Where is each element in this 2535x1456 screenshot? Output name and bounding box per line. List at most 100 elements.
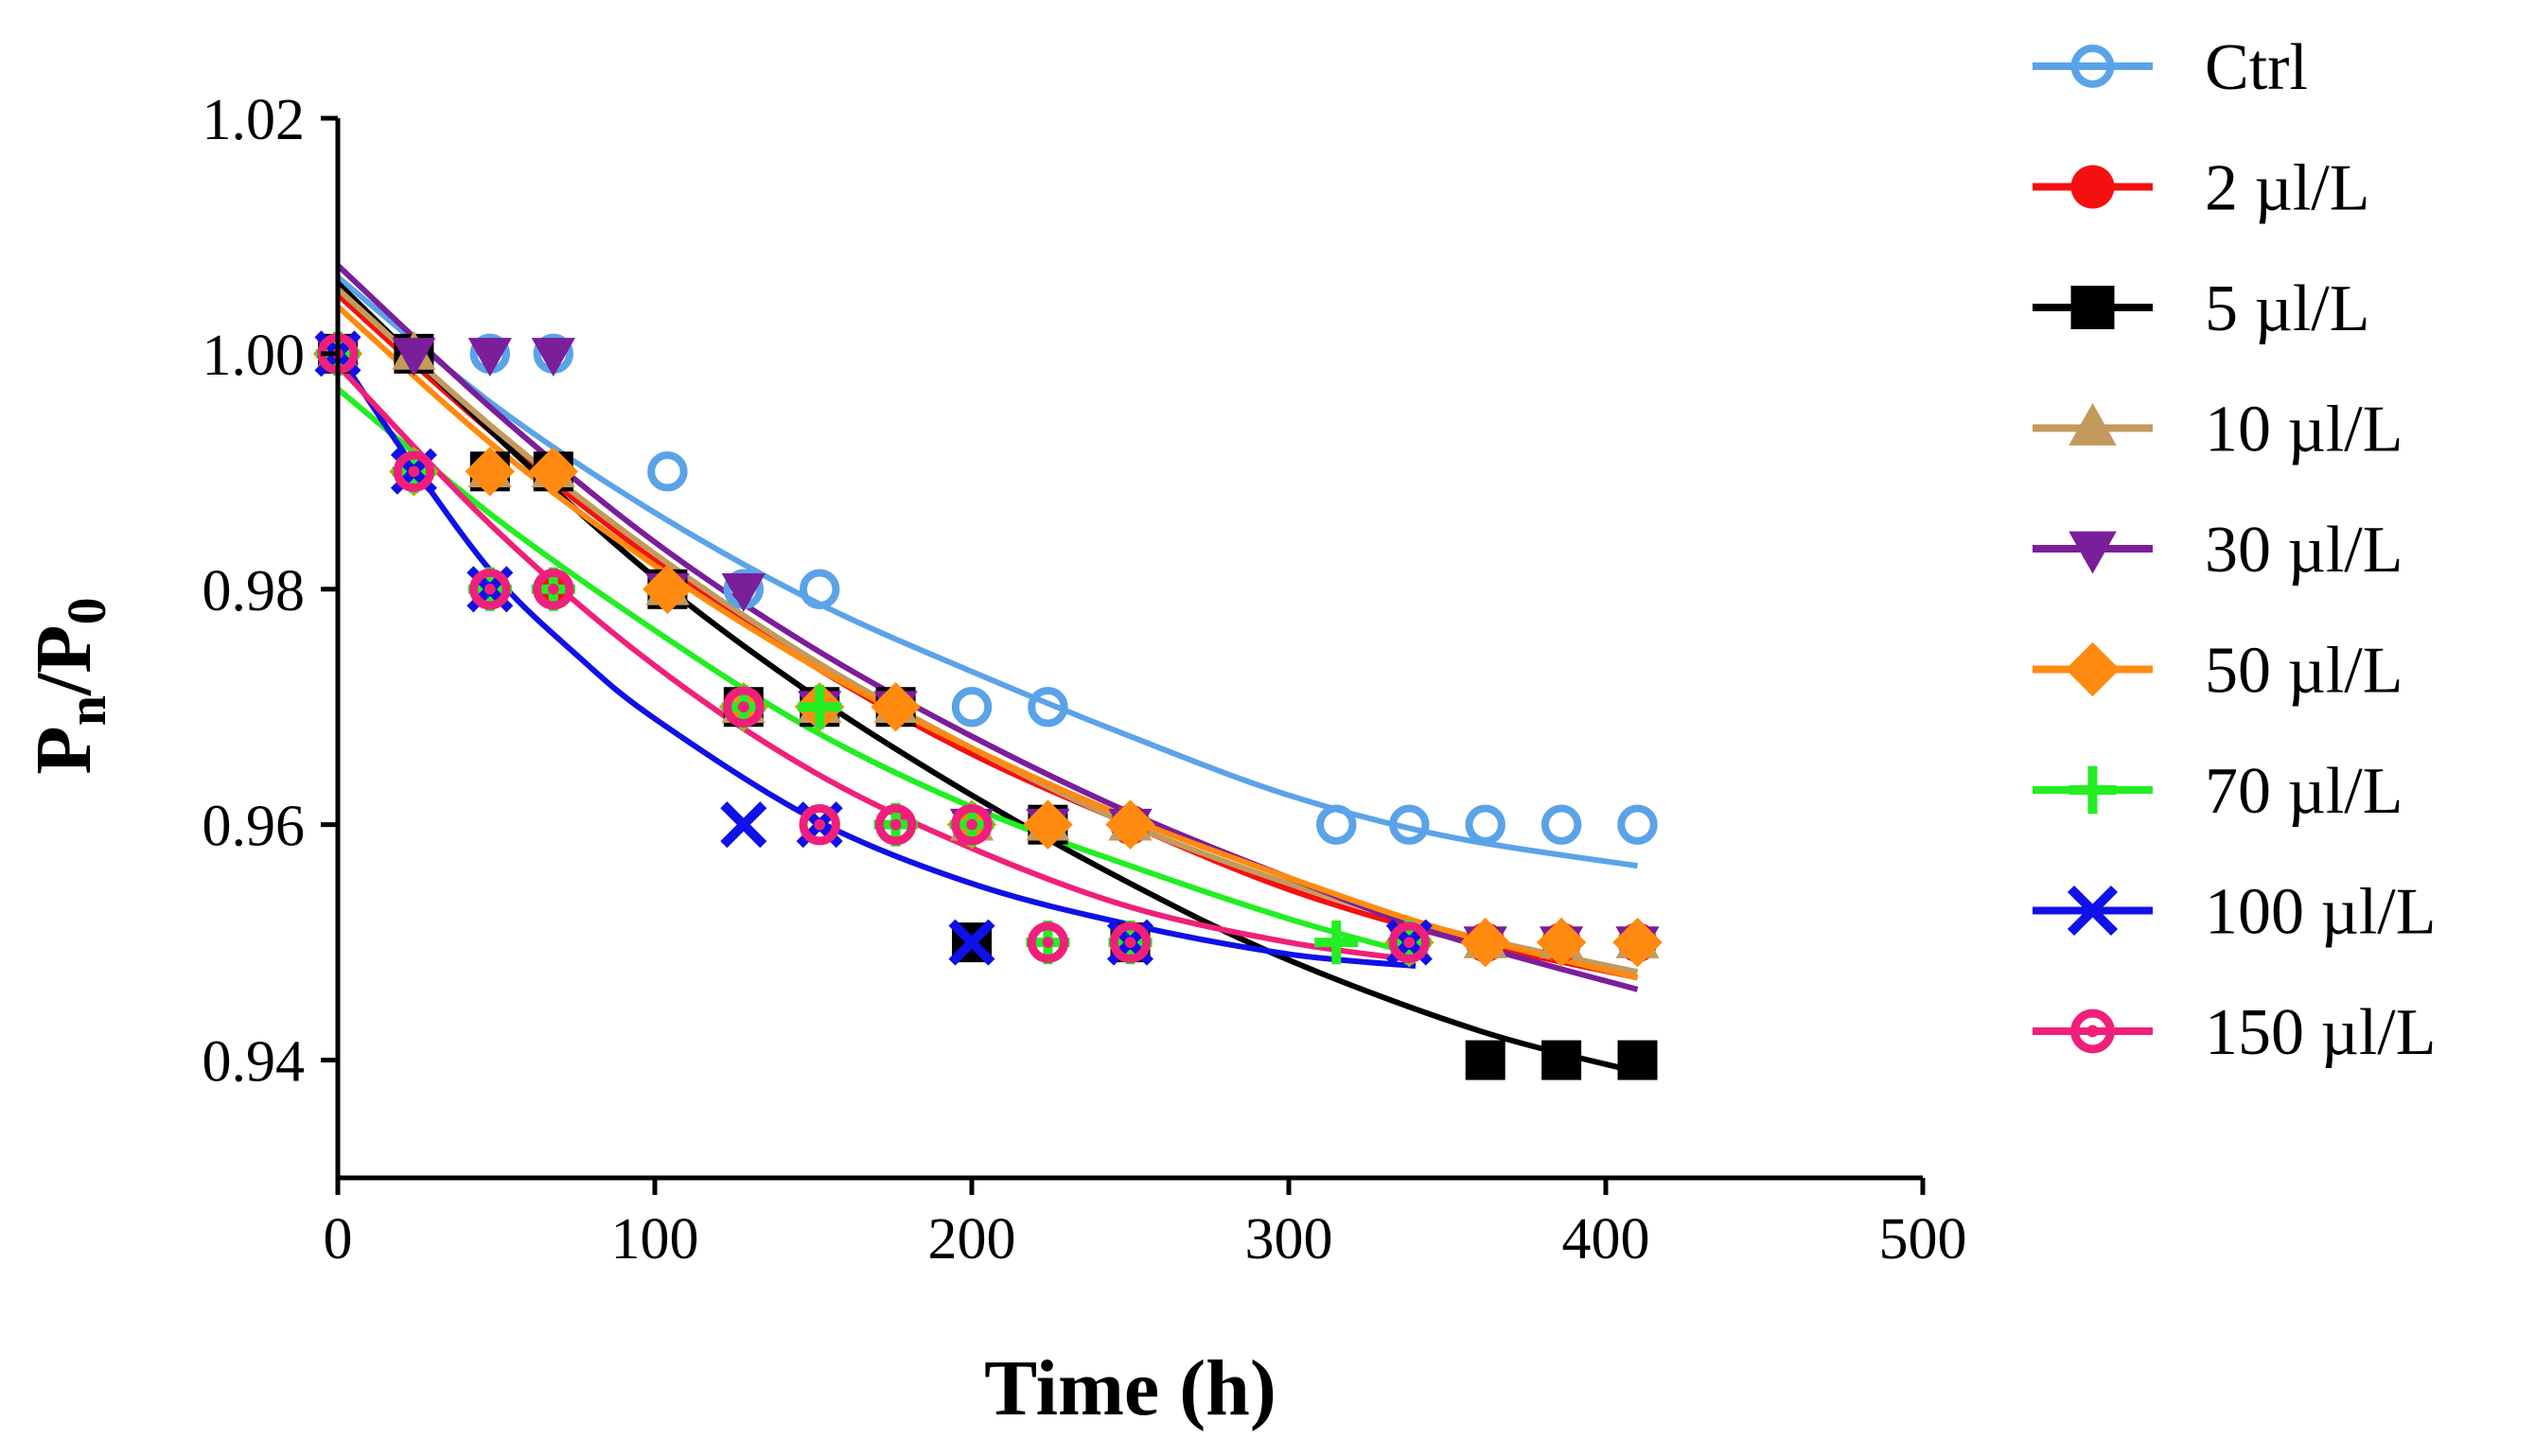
legend-marker [2070,286,2115,329]
legend-marker [2068,531,2117,574]
legend-label: 70 µl/L [2205,755,2403,828]
fit-curve [336,304,1639,981]
legend-item: 100 µl/L [2033,876,2437,949]
legend-marker [2065,641,2121,697]
legend-label: 5 µl/L [2205,272,2370,345]
legend-item: 150 µl/L [2033,996,2437,1069]
data-point [1316,804,1357,845]
data-point [948,919,995,966]
data-point [465,447,516,497]
series-markers [318,333,1658,963]
legend-marker [2068,403,2117,446]
legend-item: 50 µl/L [2033,635,2403,708]
data-point [392,338,436,377]
data-point [951,687,993,728]
fit-curve [336,386,1417,957]
y-axis-title: Pn/P0 [20,597,117,774]
series-markers [317,333,1431,963]
x-axis-title: Time (h) [984,1344,1276,1432]
data-point [533,569,574,610]
data-point [1612,917,1663,968]
fit-curve [335,363,1417,963]
x-tick-label: 500 [1879,1207,1967,1272]
legend-item: Ctrl [2033,31,2308,104]
data-point [720,801,767,849]
y-title-sub-0: 0 [56,597,117,624]
legend-item: 30 µl/L [2033,514,2403,587]
series-markers [312,328,1663,968]
fit-curve [335,263,1639,992]
legend-marker [2070,44,2115,88]
data-point [1465,1040,1505,1080]
data-point [799,803,840,846]
data-point [1109,921,1152,963]
legend-item: 70 µl/L [2033,755,2403,828]
x-tick-label: 400 [1562,1207,1650,1272]
data-markers [312,328,1663,1080]
legend-label: 50 µl/L [2205,635,2403,708]
y-title-sub-n: n [56,695,117,726]
data-point [1105,799,1155,850]
data-point [951,803,993,846]
fit-curve [336,292,1639,981]
legend-label: 10 µl/L [2205,394,2403,466]
y-tick-label: 1.02 [202,88,306,152]
series-markers [317,333,1658,845]
data-point [1389,804,1430,845]
data-point [1536,917,1587,968]
axes [335,118,1923,1181]
legend-label: 30 µl/L [2205,514,2403,587]
fit-curve [336,287,1639,975]
legend-label: Ctrl [2205,31,2308,104]
data-point [799,569,840,609]
x-tick-label: 0 [324,1207,353,1272]
legend-marker [2067,885,2119,937]
data-point [871,681,921,732]
y-title-den-base: P [20,624,108,673]
data-point [1540,804,1582,845]
data-point [1617,804,1658,845]
y-tick-label: 0.98 [202,559,306,623]
y-tick-label: 0.94 [202,1030,306,1095]
x-tick-label: 200 [928,1207,1016,1272]
y-title-base: P [20,726,108,774]
data-point [531,338,575,377]
data-point [1023,799,1073,850]
data-point [467,338,512,377]
data-point [1541,1040,1582,1080]
data-point [528,447,579,497]
legend: Ctrl 2 µl/L 5 µl/L 10 µl/L 30 µl/L 50 µl/L 70 … [2033,31,2437,1069]
legend-item: 10 µl/L [2033,394,2403,466]
data-point [1460,917,1510,968]
data-point [723,686,765,728]
fit-curve [336,274,1638,869]
data-point [1027,921,1069,963]
y-ticks: 0.94 0.96 0.98 1.00 1.02 [202,88,338,1095]
x-tick-label: 100 [611,1207,699,1272]
legend-marker [2070,165,2115,209]
y-title-slash: / [20,672,108,696]
fit-curve [335,352,1417,969]
data-point [647,451,688,492]
data-point [874,803,917,846]
x-ticks: 0 100 200 300 400 500 [324,1178,1967,1272]
data-point [643,564,693,615]
data-point [1388,921,1431,963]
legend-label: 150 µl/L [2205,996,2437,1069]
data-point [469,569,511,610]
data-point [1465,804,1505,845]
data-point [393,450,435,493]
y-tick-label: 0.96 [202,795,306,859]
legend-label: 100 µl/L [2205,876,2437,949]
data-point [1617,1040,1658,1080]
data-point [721,572,766,612]
legend-label: 2 µl/L [2205,152,2370,225]
x-tick-label: 300 [1245,1207,1333,1272]
legend-marker [2070,1009,2115,1054]
data-point [798,685,842,729]
legend-marker [2068,765,2117,815]
legend-item: 5 µl/L [2033,272,2370,345]
data-point [1028,687,1068,728]
